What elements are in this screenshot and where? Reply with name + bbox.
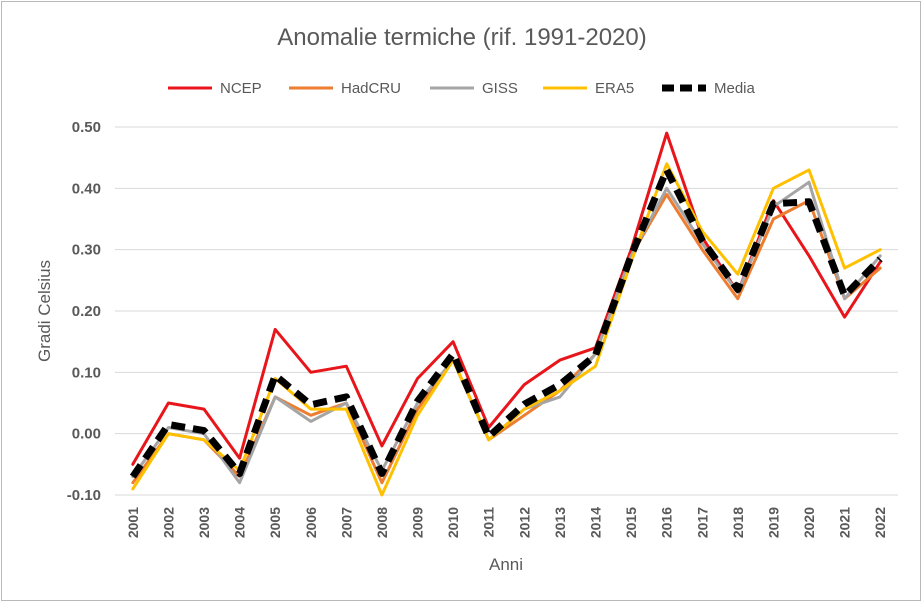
x-tick-label: 2014: [587, 507, 603, 538]
x-tick-label: 2013: [552, 507, 568, 538]
x-tick-label: 2004: [232, 507, 248, 538]
legend-label-ncep: NCEP: [220, 80, 262, 97]
y-tick-label: 0.00: [72, 426, 101, 443]
x-tick-label: 2019: [765, 507, 781, 538]
y-tick-label: -0.10: [67, 487, 101, 504]
x-tick-label: 2016: [659, 507, 675, 538]
legend-label-media: Media: [714, 80, 756, 97]
y-tick-label: 0.20: [72, 303, 101, 320]
series-line-ncep: [131, 131, 882, 466]
x-tick-label: 2018: [730, 507, 746, 538]
y-tick-label: 0.10: [72, 364, 101, 381]
x-tick-label: 2003: [196, 507, 212, 538]
y-tick-label: 0.40: [72, 180, 101, 197]
x-tick-label: 2010: [445, 507, 461, 538]
x-tick-label: 2005: [267, 507, 283, 538]
series-lines: [129, 131, 883, 497]
legend-label-giss: GISS: [482, 80, 518, 97]
series-line-media: [129, 166, 883, 479]
legend-label-hadcru: HadCRU: [341, 80, 401, 97]
x-tick-label: 2020: [801, 507, 817, 538]
y-tick-label: 0.50: [72, 119, 101, 136]
x-tick-label: 2008: [374, 507, 390, 538]
x-tick-label: 2022: [872, 507, 888, 538]
x-tick-label: 2015: [623, 507, 639, 538]
x-tick-label: 2012: [516, 507, 532, 538]
x-tick-label: 2002: [160, 507, 176, 538]
x-tick-label: 2021: [837, 507, 853, 538]
x-tick-label: 2009: [410, 507, 426, 538]
x-tick-label: 2006: [303, 507, 319, 538]
y-tick-label: 0.30: [72, 242, 101, 259]
gridlines: [115, 126, 898, 496]
y-axis-label: Gradi Celsius: [35, 260, 54, 362]
x-tick-label: 2007: [338, 507, 354, 538]
x-axis-label: Anni: [489, 555, 523, 574]
x-tick-label: 2017: [694, 507, 710, 538]
legend-label-era5: ERA5: [595, 80, 634, 97]
chart-title: Anomalie termiche (rif. 1991-2020): [277, 24, 647, 51]
x-axis-ticks: 2001 2002 2003 2004 2005 2006 2007 2008 2009 2010…: [125, 507, 888, 538]
legend: NCEP HadCRU GISS ERA5 Media: [168, 80, 756, 97]
y-axis-ticks: -0.10 0.00 0.10 0.20 0.30 0.40 0.50: [67, 119, 101, 504]
x-tick-label: 2001: [125, 507, 141, 538]
x-tick-label: 2011: [481, 507, 497, 538]
